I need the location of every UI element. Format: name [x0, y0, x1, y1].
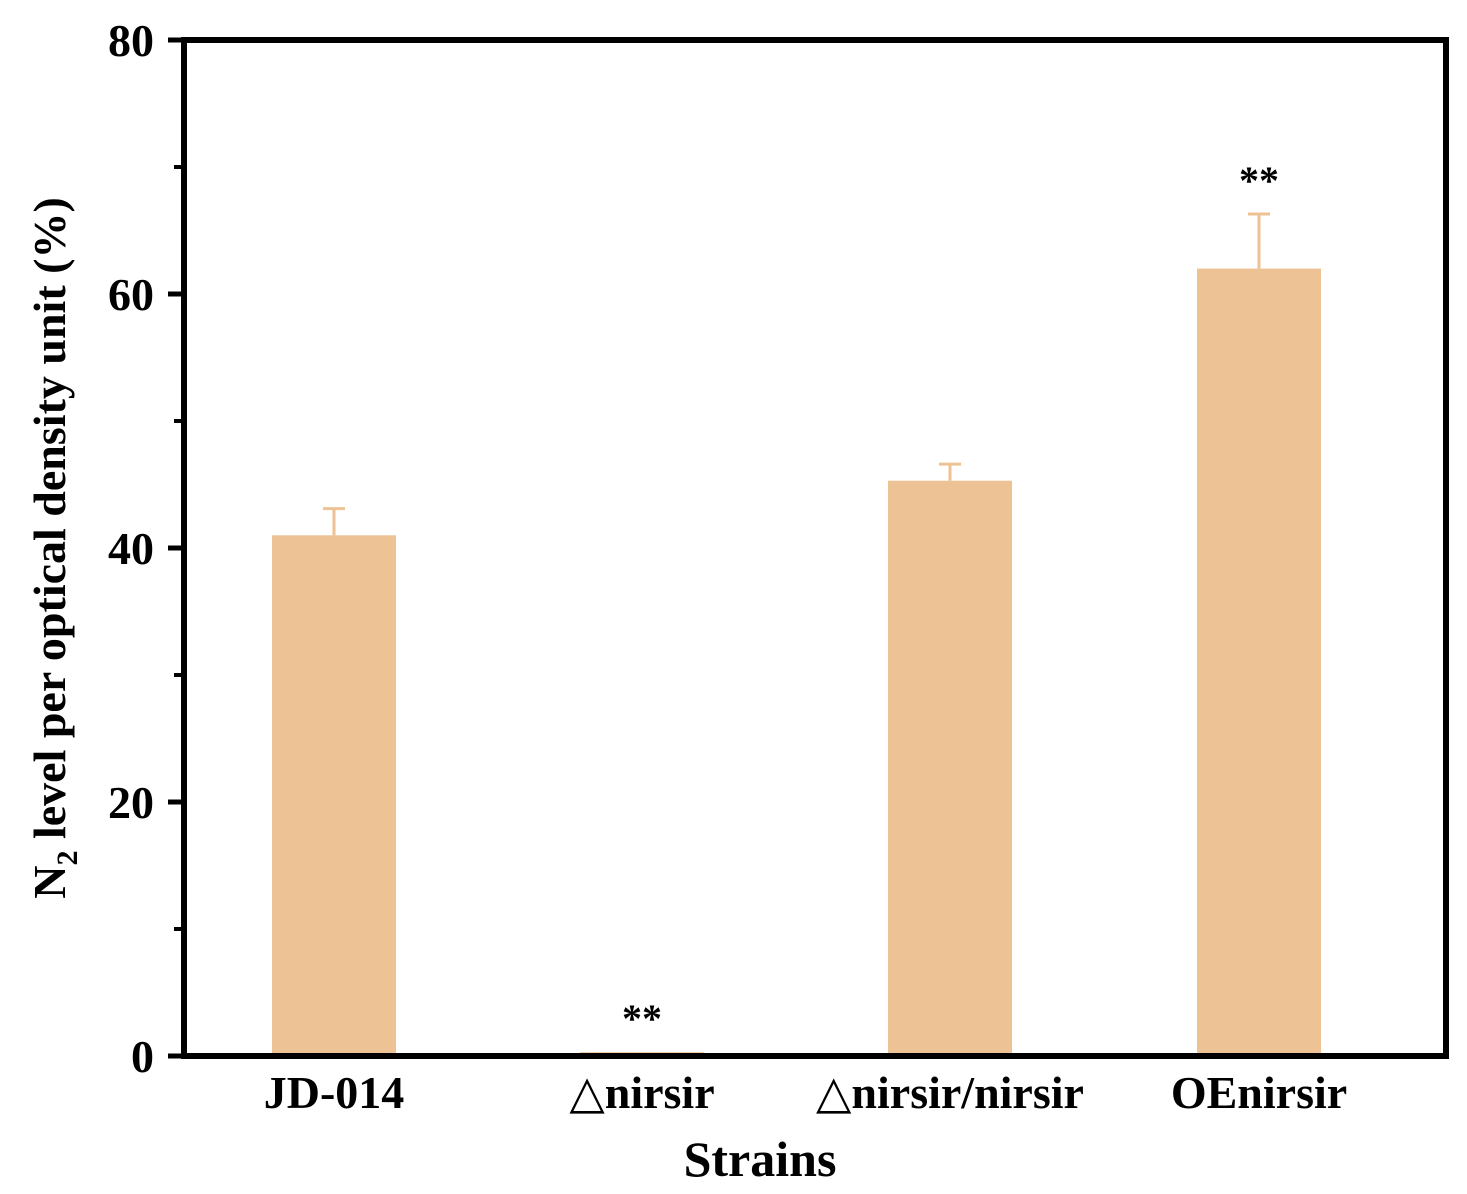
y-ticks: 0 20 40 60 80 [108, 15, 184, 1082]
x-tick-label-4: OEnirsir [1171, 1067, 1347, 1118]
bar-4 [1197, 268, 1321, 1057]
y-tick-label-1: 0 [131, 1031, 154, 1082]
bar-3 [888, 480, 1012, 1056]
y-axis-label-subscript: 2 [51, 851, 84, 866]
y-axis-label-n: N [24, 866, 75, 899]
significance-label-4: ** [1239, 158, 1279, 203]
y-tick-label-5: 80 [108, 15, 154, 66]
x-axis-label: Strains [684, 1131, 837, 1187]
y-tick-label-3: 40 [108, 523, 154, 574]
y-tick-label-2: 20 [108, 777, 154, 828]
bars-layer [272, 268, 1321, 1057]
x-ticks: JD-014 △nirsir △nirsir/nirsir OEnirsir [264, 1067, 1347, 1118]
y-axis-label: N2 level per optical density unit (%) [24, 197, 84, 899]
error-bars-layer [323, 212, 1270, 536]
annotations-layer: ** ** [622, 158, 1279, 1041]
x-tick-label-2: △nirsir [569, 1067, 714, 1118]
x-tick-label-1: JD-014 [264, 1067, 405, 1118]
y-axis-label-rest: level per optical density unit (%) [24, 197, 75, 850]
y-tick-label-4: 60 [108, 269, 154, 320]
significance-label-2: ** [622, 996, 662, 1041]
x-tick-label-3: △nirsir/nirsir [816, 1067, 1084, 1118]
bar-1 [272, 535, 396, 1056]
